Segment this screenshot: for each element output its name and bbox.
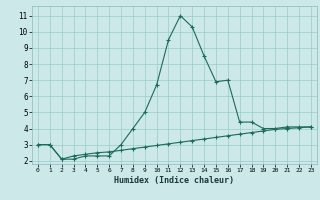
X-axis label: Humidex (Indice chaleur): Humidex (Indice chaleur): [115, 176, 234, 185]
